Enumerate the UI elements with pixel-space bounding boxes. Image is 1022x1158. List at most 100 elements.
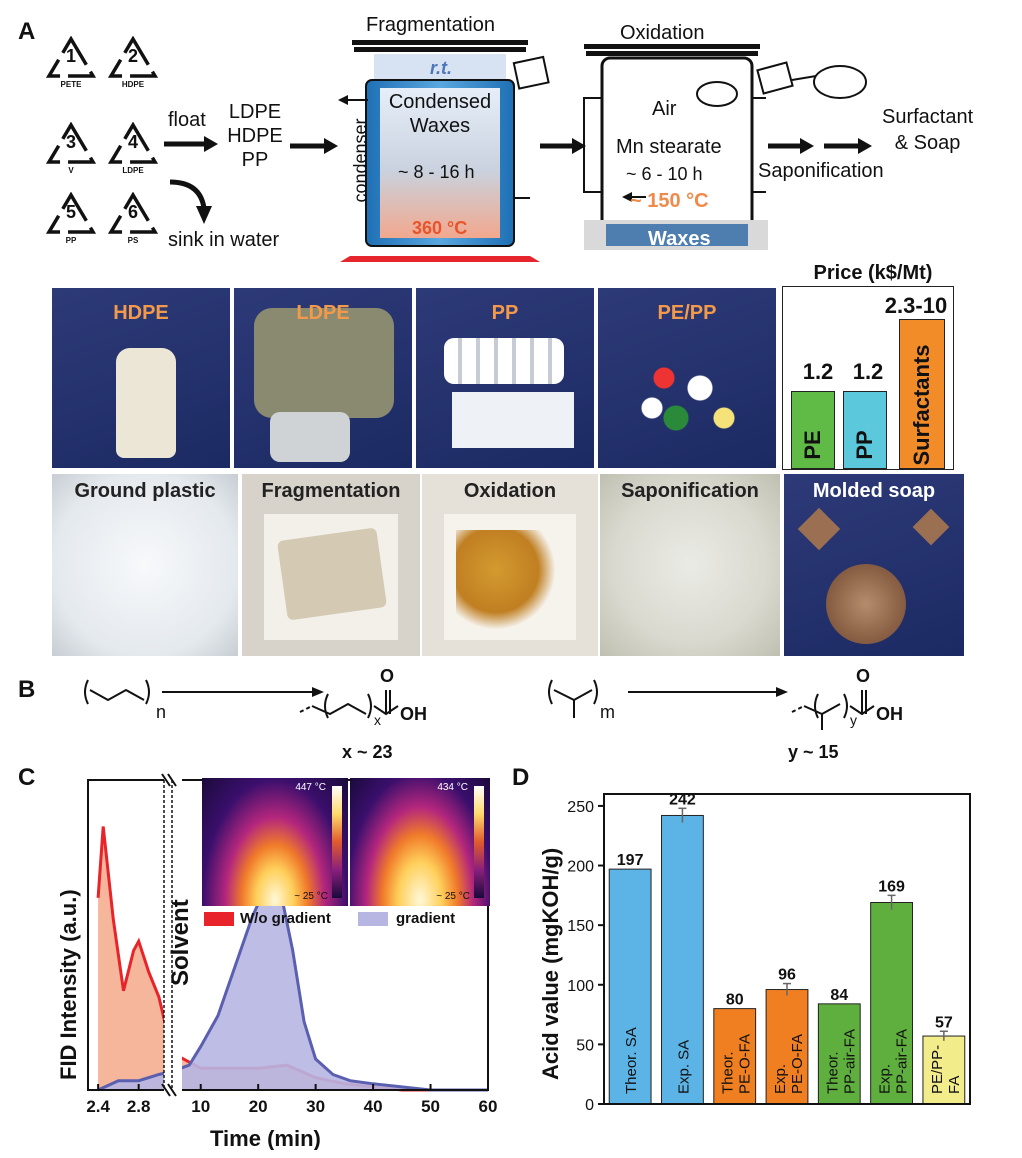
solvent-label: Solvent (167, 899, 194, 986)
photo-molded-soap-label: Molded soap (812, 480, 936, 502)
x-tick-label: 2.8 (127, 1097, 151, 1116)
photo-ldpe-label: LDPE (296, 302, 350, 324)
product-line-2: & Soap (894, 132, 961, 154)
condensed-waxes-label: Condensed Waxes (380, 90, 500, 138)
saponification-label: Saponification (758, 160, 884, 182)
price-title: Price (k$/Mt) (813, 262, 933, 284)
recycling-symbol-1: 1 PETE (45, 35, 97, 92)
oxidation-reactor (583, 44, 867, 250)
bar-category-label: FA (946, 1076, 963, 1094)
panel-letter-a: A (18, 18, 36, 45)
recycling-code-label: V (68, 166, 74, 175)
bar-category-label: PE-O-FA (789, 1034, 806, 1094)
recycling-number: 6 (127, 202, 138, 222)
polymer-ldpe: LDPE (228, 101, 282, 123)
photo-pe-pp: PE/PP (598, 288, 776, 468)
recycling-code-label: LDPE (122, 166, 144, 175)
thermal-scale-right (474, 786, 484, 898)
price-bar-surfactants-label: Surfactants (909, 344, 934, 466)
bar-value-label: 169 (878, 878, 905, 895)
chart-d-axis: 0 50 100 150 200 250 (567, 799, 604, 1114)
price-value-surfactants: 2.3-10 (884, 293, 948, 318)
condensed-line: Condensed (388, 91, 492, 113)
bar-value-label: 80 (726, 992, 744, 1009)
photo-ground-plastic: Ground plastic (52, 474, 238, 656)
recycling-triangle-icon (107, 191, 159, 234)
recycling-number: 3 (65, 132, 76, 152)
bar-category-label: PE-O-FA (737, 1034, 754, 1094)
legend-swatch-gradient (358, 912, 388, 926)
bar-category-label: Theor. SA (623, 1027, 640, 1094)
photo-ldpe: LDPE (234, 288, 412, 468)
product-label: Surfactant & Soap (882, 104, 973, 156)
recycling-number: 2 (127, 46, 138, 66)
bar-value-label: 242 (669, 791, 696, 808)
price-bar-pp-label: PP (852, 430, 877, 460)
axis-break-bottom-2 (167, 1083, 177, 1097)
photo-saponification: Saponification (600, 474, 780, 656)
float-label: float (168, 109, 206, 131)
bar-category-label: PP-air-FA (894, 1029, 911, 1094)
chart-d-acid-value: 0 50 100 150 200 250 197 Theor. SA 242 Exp. SA 80… (538, 791, 971, 1114)
legend-label-gradient: gradient (396, 910, 456, 927)
polymer-pp: PP (241, 149, 269, 171)
photo-hdpe-label: HDPE (113, 302, 169, 324)
y-tick-label: 100 (567, 978, 594, 995)
thermal-image-right: 434 °C ~ 25 °C (350, 778, 490, 906)
photo-saponification-label: Saponification (621, 480, 759, 502)
bar-category-label: Theor. (720, 1051, 737, 1094)
bar-3 (765, 989, 809, 1105)
arrow-to-oxidation (540, 138, 586, 154)
bar-category-label: Exp. SA (675, 1040, 692, 1094)
axis-break-top-2 (167, 773, 177, 787)
bar-category-label: PE/PP- (929, 1045, 946, 1094)
oxidation-time: ~ 6 - 10 h (626, 164, 703, 184)
arrows-to-product (768, 138, 872, 154)
photo-oxidation-label: Oxidation (463, 480, 557, 502)
thermal-right-min: ~ 25 °C (436, 891, 470, 902)
subscript-x: x (374, 712, 381, 728)
subscript-y: y (850, 712, 857, 728)
bar-2 (713, 1008, 757, 1105)
price-value-pe: 1.2 (802, 359, 834, 384)
legend-label-wo-gradient: W/o gradient (240, 910, 331, 927)
x-tick-label: 20 (249, 1097, 268, 1116)
chart-c-break-mask (164, 778, 182, 1094)
product-line-1: Surfactant (882, 106, 974, 128)
thermal-left-max: 447 °C (295, 782, 326, 793)
bar-category-label: PP-air-FA (841, 1029, 858, 1094)
recycling-triangle-icon (45, 191, 97, 234)
recycling-triangle-icon (45, 121, 97, 164)
chart-d-frame (603, 793, 971, 1105)
recycling-number: 5 (65, 202, 76, 222)
condenser-label: condenser (350, 118, 371, 203)
bar-value-label: 96 (778, 967, 796, 984)
recycling-number: 1 (65, 46, 76, 66)
sink-label: sink in water (168, 229, 280, 251)
bar-category-label: Exp. (877, 1064, 894, 1094)
subscript-m: m (600, 702, 615, 722)
x-tick-label: 60 (479, 1097, 498, 1116)
reaction-scheme (84, 679, 875, 730)
thermal-image-left: 447 °C ~ 25 °C (202, 778, 348, 906)
air-label: Air (652, 98, 677, 120)
recycling-symbol-4: 4 LDPE (107, 121, 159, 178)
y-tick-label: 150 (567, 918, 594, 935)
x-tick-label: 30 (306, 1097, 325, 1116)
bar-value-label: 84 (830, 987, 848, 1004)
recycling-code-label: PS (127, 236, 139, 245)
price-value-pp: 1.2 (852, 359, 884, 384)
chart-c-ylabel: FID Intensity (a.u.) (56, 889, 81, 1080)
y-tick-label: 50 (576, 1037, 594, 1054)
panel-letter-d: D (512, 764, 530, 791)
recycling-triangle-icon (107, 121, 159, 164)
recycling-code-label: HDPE (121, 80, 145, 89)
panel-letter-b: B (18, 676, 36, 703)
catalyst-label: Mn stearate (616, 136, 722, 158)
oxidation-temp: ~ 150 °C (630, 190, 709, 212)
x-tick-label: 2.4 (86, 1097, 110, 1116)
bar-5 (870, 902, 913, 1105)
recycling-code-label: PETE (60, 80, 82, 89)
